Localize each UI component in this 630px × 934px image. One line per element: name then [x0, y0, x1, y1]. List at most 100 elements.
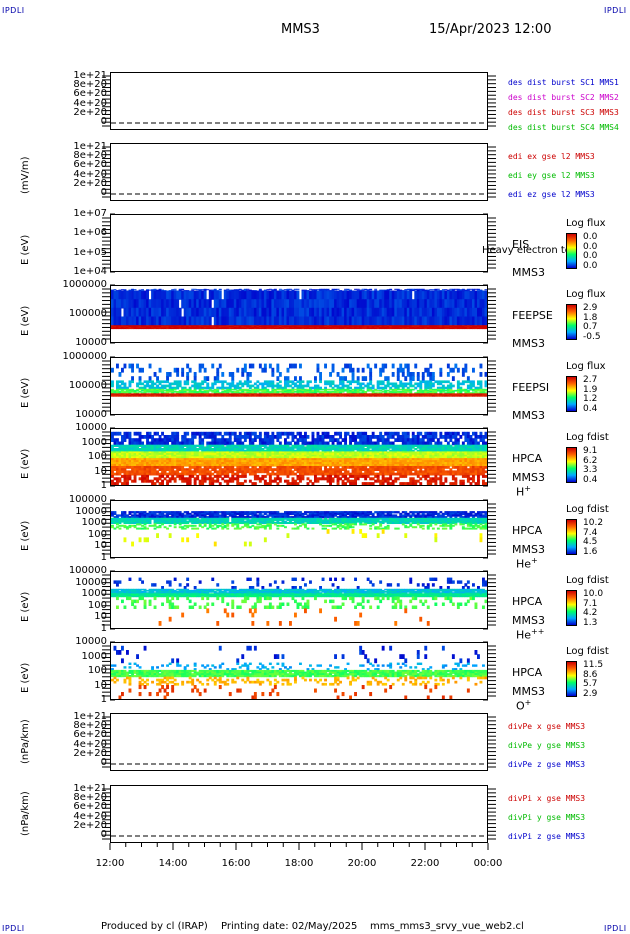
spectrogram-cell	[484, 394, 487, 396]
spectrogram-cell	[454, 393, 458, 395]
spectrogram-cell	[346, 395, 350, 397]
spectrogram-cell	[401, 394, 405, 396]
spectrogram-cell	[316, 394, 320, 396]
spectrogram-cell	[211, 394, 215, 396]
spectrogram-cell	[436, 441, 440, 446]
spectrogram-cell	[304, 448, 307, 451]
spectrogram-cell	[176, 451, 180, 454]
spectrogram-cell	[241, 441, 245, 446]
spectrogram-cell	[183, 391, 187, 393]
spectrogram-cell	[474, 290, 478, 300]
spectrogram-cell	[441, 290, 445, 292]
spectrogram-cell	[324, 431, 327, 436]
spectrogram-cell	[381, 307, 385, 318]
spectrogram-cell	[479, 363, 483, 369]
spectrogram-cell	[284, 326, 287, 329]
spectrogram-cell	[289, 395, 292, 397]
spectrogram-cell	[116, 382, 119, 386]
spectrogram-cell	[273, 326, 277, 328]
spectrogram-cell	[401, 388, 405, 391]
spectrogram-cell	[301, 391, 305, 393]
spectrogram-cell	[361, 386, 365, 390]
spectrogram-cell	[396, 299, 400, 309]
spectrogram-cell	[111, 446, 114, 449]
spectrogram-cell	[206, 386, 210, 390]
spectrogram-cell	[366, 326, 370, 328]
spectrogram-cell	[299, 393, 302, 395]
spectrogram-cell	[251, 438, 255, 442]
spectrogram-cell	[464, 449, 468, 452]
spectrogram-cell	[446, 441, 450, 446]
spectrogram-cell	[226, 449, 230, 452]
spectrogram-cell	[406, 372, 410, 377]
spectrogram-cell	[396, 392, 400, 394]
spectrogram-cell	[226, 316, 230, 326]
spectrogram-cell	[364, 394, 368, 396]
spectrogram-cell	[384, 290, 388, 300]
spectrogram-cell	[472, 441, 475, 446]
spectrogram-cell	[306, 394, 310, 396]
spectrogram-cell	[138, 438, 142, 442]
spectrogram-cell	[258, 316, 262, 326]
spectrogram-cell	[241, 367, 245, 373]
spectrogram-cell	[133, 325, 137, 327]
spectrogram-cell	[196, 384, 200, 388]
spectrogram-cell	[339, 380, 342, 384]
spectrogram-cell	[456, 391, 460, 393]
spectrogram-cell	[396, 327, 400, 330]
spectrogram-cell	[173, 394, 177, 396]
spectrogram-cell	[178, 451, 182, 454]
spectrogram-cell	[133, 289, 137, 291]
spectrogram-cell	[394, 393, 398, 395]
spectrogram-cell	[218, 307, 222, 318]
colorbar-value: 0.0	[583, 251, 598, 261]
spectrogram-cell	[156, 441, 159, 446]
spectrogram-cell	[477, 290, 480, 292]
spectrogram-cell	[268, 384, 272, 388]
spectrogram-cell	[268, 326, 272, 329]
spectrogram-cell	[123, 438, 127, 442]
spectrogram-cell	[258, 392, 262, 394]
spectrogram-cell	[198, 435, 202, 439]
spectrogram-cell	[261, 438, 265, 442]
spectrogram-cell	[151, 451, 154, 454]
spectrogram-cell	[359, 444, 363, 447]
spectrogram-cell	[444, 446, 448, 449]
spectrogram-cell	[479, 290, 483, 292]
spectrogram-cell	[286, 327, 290, 330]
spectrogram-cell	[246, 391, 250, 393]
y-tick-label: 1e+21	[73, 141, 107, 152]
spectrogram-cell	[171, 395, 175, 397]
spectrogram-cell	[166, 389, 169, 392]
spectrogram-cell	[121, 456, 124, 459]
spectrogram-cell	[256, 389, 260, 392]
spectrogram-cell	[316, 453, 320, 456]
spectrogram-cell	[253, 299, 257, 309]
spectrogram-cell	[356, 290, 360, 292]
spectrogram-cell	[161, 395, 164, 397]
spectrogram-cell	[196, 456, 200, 459]
spectrogram-cell	[346, 389, 350, 392]
spectrogram-cell	[369, 449, 373, 452]
spectrogram-cell	[113, 391, 117, 393]
spectrogram-cell	[474, 392, 478, 394]
spectrogram-cell	[211, 454, 215, 458]
spectrogram-cell	[444, 394, 448, 396]
spectrogram-cell	[286, 288, 290, 290]
spectrogram-cell	[434, 389, 438, 392]
spectrogram-cell	[379, 372, 383, 377]
spectrogram-cell	[451, 394, 455, 396]
spectrogram-cell	[201, 448, 205, 451]
spectrogram-cell	[469, 316, 473, 326]
spectrogram-cell	[399, 446, 403, 449]
spectrogram-cell	[466, 393, 470, 395]
spectrogram-cell	[171, 446, 175, 449]
spectrogram-cell	[289, 307, 292, 318]
spectrogram-cell	[404, 392, 408, 394]
spectrogram-cell	[389, 393, 393, 395]
spectrogram-cell	[421, 326, 425, 328]
spectrogram-cell	[364, 393, 368, 395]
spectrogram-cell	[201, 299, 205, 309]
spectrogram-cell	[131, 441, 134, 446]
spectrogram-cell	[356, 327, 360, 330]
